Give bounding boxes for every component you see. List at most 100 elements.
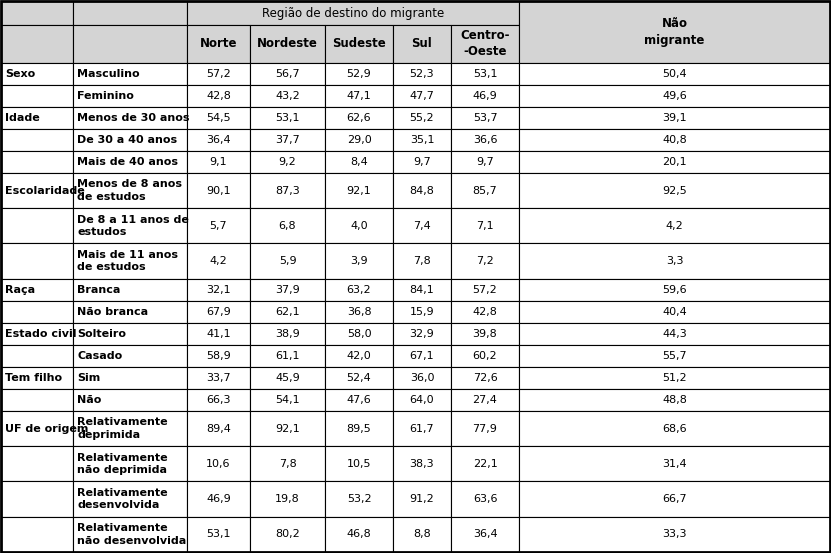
Text: Relativamente
deprimida: Relativamente deprimida — [77, 418, 168, 440]
Bar — [451, 389, 519, 411]
Bar — [73, 1, 187, 25]
Text: 9,7: 9,7 — [413, 157, 431, 167]
Text: 5,7: 5,7 — [209, 221, 228, 231]
Bar — [250, 517, 325, 552]
Bar — [1, 173, 73, 208]
Text: 92,5: 92,5 — [662, 186, 687, 196]
Bar — [73, 345, 187, 367]
Text: Branca: Branca — [77, 285, 120, 295]
Bar — [250, 389, 325, 411]
Bar — [325, 517, 393, 552]
Text: 45,9: 45,9 — [275, 373, 300, 383]
Text: 4,2: 4,2 — [209, 256, 228, 266]
Text: Relativamente
não desenvolvida: Relativamente não desenvolvida — [77, 523, 186, 546]
Text: 59,6: 59,6 — [662, 285, 686, 295]
Text: 92,1: 92,1 — [275, 424, 300, 434]
Text: Mais de 11 anos
de estudos: Mais de 11 anos de estudos — [77, 250, 178, 272]
Bar — [73, 208, 187, 243]
Text: Nordeste: Nordeste — [257, 38, 318, 50]
Bar — [519, 151, 830, 173]
Bar — [73, 323, 187, 345]
Text: 29,0: 29,0 — [347, 135, 371, 145]
Text: 61,7: 61,7 — [410, 424, 435, 434]
Bar — [250, 151, 325, 173]
Text: 10,6: 10,6 — [206, 459, 231, 469]
Bar — [325, 389, 393, 411]
Bar — [187, 243, 250, 279]
Bar — [393, 345, 451, 367]
Text: 47,6: 47,6 — [347, 395, 371, 405]
Text: 51,2: 51,2 — [662, 373, 686, 383]
Bar — [250, 243, 325, 279]
Text: 7,8: 7,8 — [413, 256, 431, 266]
Text: 66,3: 66,3 — [206, 395, 231, 405]
Bar — [187, 151, 250, 173]
Text: 48,8: 48,8 — [662, 395, 687, 405]
Text: 54,1: 54,1 — [275, 395, 300, 405]
Text: 32,9: 32,9 — [410, 329, 435, 339]
Text: 43,2: 43,2 — [275, 91, 300, 101]
Bar — [519, 389, 830, 411]
Bar — [73, 62, 187, 85]
Text: 4,2: 4,2 — [666, 221, 683, 231]
Text: 38,3: 38,3 — [410, 459, 435, 469]
Bar — [393, 62, 451, 85]
Bar — [73, 411, 187, 446]
Text: 9,1: 9,1 — [209, 157, 228, 167]
Bar — [73, 517, 187, 552]
Bar — [393, 301, 451, 323]
Bar — [1, 301, 73, 323]
Text: 36,4: 36,4 — [473, 529, 497, 539]
Text: Raça: Raça — [5, 285, 35, 295]
Text: 63,6: 63,6 — [473, 494, 497, 504]
Text: 62,1: 62,1 — [275, 307, 300, 317]
Bar — [73, 301, 187, 323]
Text: De 30 a 40 anos: De 30 a 40 anos — [77, 135, 177, 145]
Text: Mais de 40 anos: Mais de 40 anos — [77, 157, 178, 167]
Text: 5,9: 5,9 — [278, 256, 297, 266]
Bar — [325, 345, 393, 367]
Text: Sim: Sim — [77, 373, 101, 383]
Bar — [73, 85, 187, 107]
Text: 85,7: 85,7 — [473, 186, 498, 196]
Bar — [1, 1, 73, 25]
Text: 55,2: 55,2 — [410, 113, 435, 123]
Text: 38,9: 38,9 — [275, 329, 300, 339]
Text: 27,4: 27,4 — [473, 395, 498, 405]
Text: 84,1: 84,1 — [410, 285, 435, 295]
Bar — [451, 446, 519, 482]
Bar — [73, 107, 187, 129]
Bar — [187, 25, 250, 62]
Text: Não: Não — [77, 395, 101, 405]
Bar — [1, 323, 73, 345]
Bar — [325, 173, 393, 208]
Text: 60,2: 60,2 — [473, 351, 497, 361]
Text: 33,3: 33,3 — [662, 529, 686, 539]
Bar — [73, 129, 187, 151]
Text: 89,4: 89,4 — [206, 424, 231, 434]
Bar — [393, 25, 451, 62]
Bar — [250, 173, 325, 208]
Text: Casado: Casado — [77, 351, 122, 361]
Text: 52,9: 52,9 — [347, 69, 371, 79]
Text: Solteiro: Solteiro — [77, 329, 126, 339]
Text: 33,7: 33,7 — [206, 373, 231, 383]
Bar — [325, 62, 393, 85]
Text: Menos de 8 anos
de estudos: Menos de 8 anos de estudos — [77, 179, 182, 202]
Bar — [451, 301, 519, 323]
Text: 91,2: 91,2 — [410, 494, 435, 504]
Text: Tem filho: Tem filho — [5, 373, 62, 383]
Text: Sul: Sul — [411, 38, 432, 50]
Bar — [250, 323, 325, 345]
Text: Sudeste: Sudeste — [332, 38, 386, 50]
Bar — [187, 1, 519, 25]
Text: Menos de 30 anos: Menos de 30 anos — [77, 113, 189, 123]
Bar — [250, 25, 325, 62]
Text: 49,6: 49,6 — [662, 91, 687, 101]
Text: 80,2: 80,2 — [275, 529, 300, 539]
Text: 54,5: 54,5 — [206, 113, 231, 123]
Bar — [393, 208, 451, 243]
Bar — [187, 301, 250, 323]
Bar — [451, 323, 519, 345]
Bar — [519, 129, 830, 151]
